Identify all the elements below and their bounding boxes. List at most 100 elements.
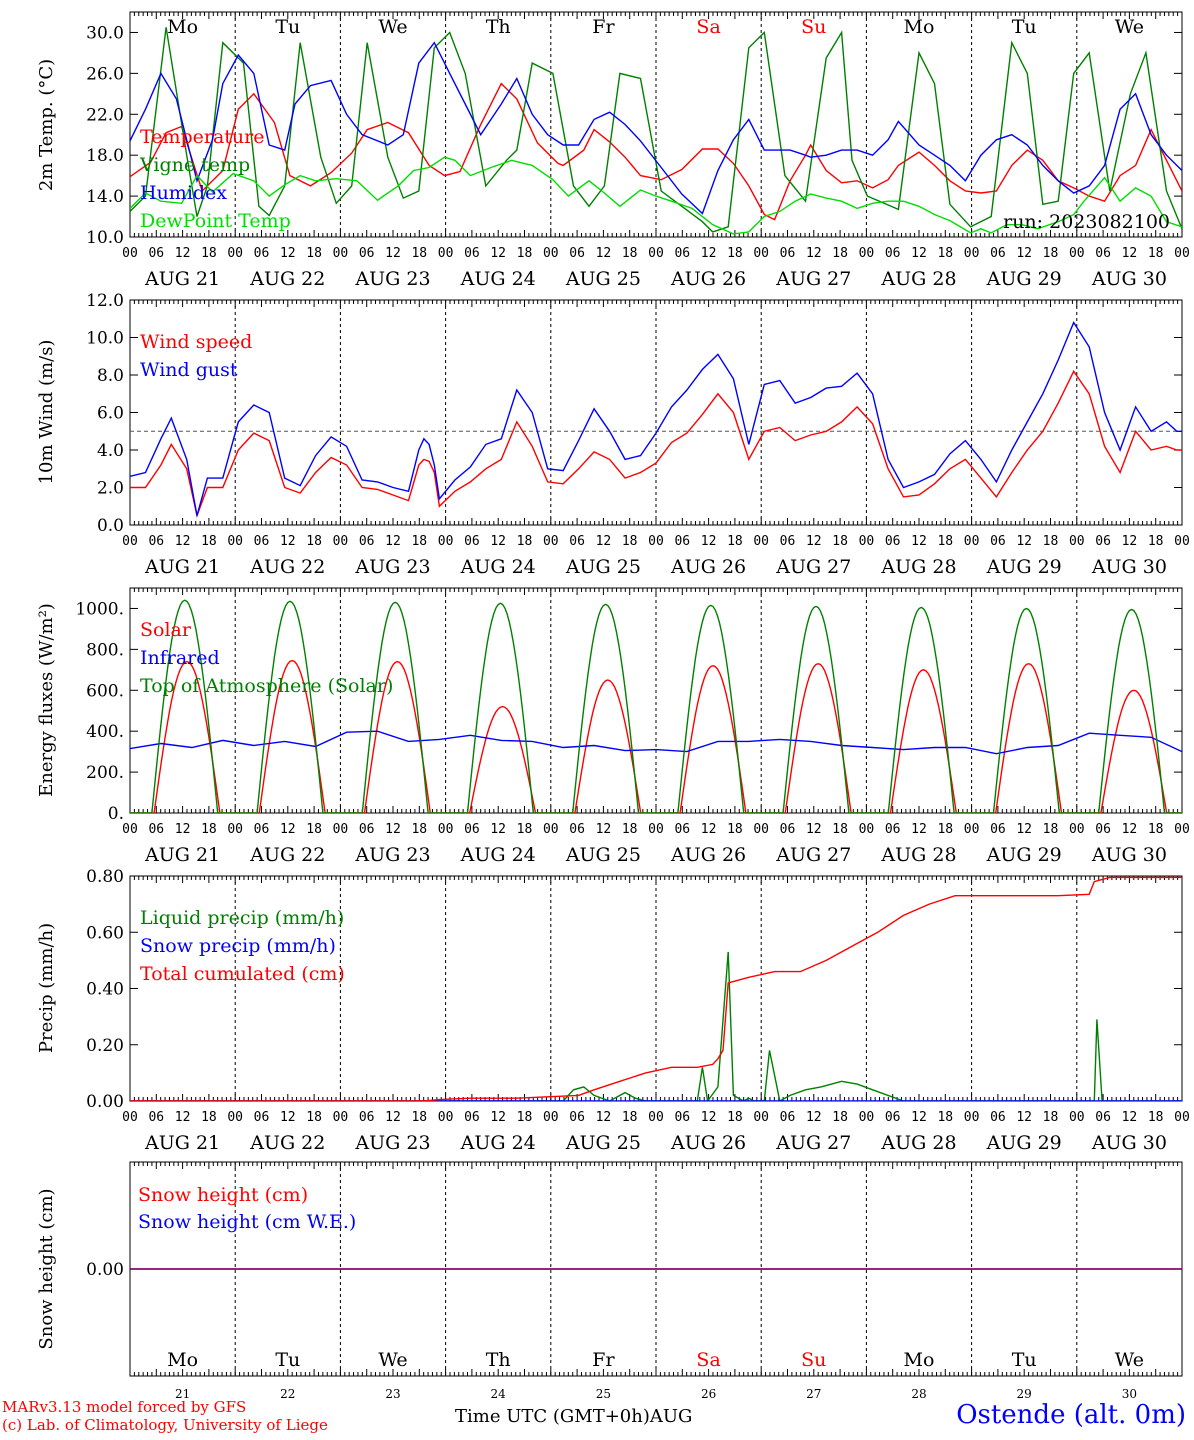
series-line-wind-speed	[130, 369, 1182, 519]
hour-label: 06	[780, 822, 796, 837]
day-name: Th	[486, 16, 511, 38]
hour-label: 00	[1069, 1110, 1085, 1125]
hour-label: 12	[490, 534, 506, 549]
hour-label: 18	[832, 1110, 848, 1125]
hour-label: 06	[990, 534, 1006, 549]
hour-label: 00	[859, 246, 875, 261]
hour-label: 00	[964, 246, 980, 261]
legend-entry: DewPoint Temp	[140, 210, 291, 232]
y-tick-label: 200.	[86, 763, 124, 783]
hour-label: 00	[648, 1110, 664, 1125]
hour-label: 18	[1148, 246, 1164, 261]
hour-label: 06	[254, 1110, 270, 1125]
hour-label: 06	[569, 246, 585, 261]
date-label: AUG 28	[880, 844, 956, 866]
hour-label: 18	[201, 534, 217, 549]
date-label: AUG 24	[460, 844, 536, 866]
y-axis-label: 10m Wind (m/s)	[36, 340, 57, 485]
hour-label: 06	[674, 534, 690, 549]
hour-label: 06	[569, 1110, 585, 1125]
hour-label: 18	[517, 534, 533, 549]
date-label: AUG 28	[880, 556, 956, 578]
hour-label: 12	[490, 1110, 506, 1125]
hour-label: 18	[937, 1110, 953, 1125]
hour-label: 12	[596, 822, 612, 837]
panel-frame	[129, 11, 1183, 238]
hour-label: 12	[490, 822, 506, 837]
date-label: AUG 22	[249, 268, 325, 290]
date-label: AUG 28	[880, 268, 956, 290]
hour-label: 00	[227, 822, 243, 837]
day-name: Tu	[275, 16, 300, 38]
panel-3: 0. 200. 400. 600. 800. 1000. Energy fluxes (W/…	[36, 587, 1190, 866]
hour-label: 06	[359, 1110, 375, 1125]
date-label: AUG 24	[460, 268, 536, 290]
hour-label: 00	[543, 534, 559, 549]
hour-label: 06	[148, 246, 164, 261]
date-label: AUG 23	[354, 556, 430, 578]
hour-label: 18	[306, 1110, 322, 1125]
hour-label: 06	[1095, 1110, 1111, 1125]
day-number: 21	[175, 1387, 190, 1401]
hour-label: 00	[964, 534, 980, 549]
hour-label: 18	[832, 822, 848, 837]
series-line-infrared	[130, 730, 1182, 755]
date-label: AUG 21	[144, 556, 220, 578]
y-tick-label: 10.0	[86, 329, 124, 349]
hour-label: 12	[911, 822, 927, 837]
hour-label: 00	[333, 822, 349, 837]
legend-entry: Top of Atmosphere (Solar)	[140, 675, 393, 697]
date-label: AUG 26	[670, 844, 746, 866]
hour-label: 00	[438, 1110, 454, 1125]
y-tick-label: 4.0	[97, 441, 124, 461]
y-tick-label: 0.	[108, 804, 124, 824]
hour-label: 18	[622, 534, 638, 549]
day-name: Fr	[592, 1349, 615, 1371]
day-name: Tu	[1012, 1349, 1037, 1371]
hour-label: 18	[411, 822, 427, 837]
series-group	[130, 320, 1182, 519]
series-line-total-cumulated-cm-	[130, 876, 1182, 1101]
hour-label: 12	[911, 246, 927, 261]
date-label: AUG 27	[775, 1132, 851, 1154]
hour-label: 06	[148, 1110, 164, 1125]
y-tick-label: 0.80	[86, 867, 124, 887]
hour-label: 06	[1095, 246, 1111, 261]
date-label: AUG 23	[354, 1132, 430, 1154]
hour-label: 18	[937, 822, 953, 837]
hour-label: 06	[148, 822, 164, 837]
hour-label: 00	[1174, 1110, 1190, 1125]
day-number: 29	[1017, 1387, 1032, 1401]
day-number: 22	[280, 1387, 295, 1401]
date-label: AUG 27	[775, 844, 851, 866]
hour-label: 12	[596, 1110, 612, 1125]
hour-label: 18	[622, 822, 638, 837]
day-name: Tu	[1012, 16, 1037, 38]
legend-entry: Wind speed	[140, 331, 252, 353]
hour-label: 18	[727, 534, 743, 549]
hour-label: 00	[964, 1110, 980, 1125]
day-number: 27	[806, 1387, 821, 1401]
legend-entry: Vigne temp	[139, 154, 250, 176]
legend-entry: Snow precip (mm/h)	[140, 935, 336, 957]
hour-label: 12	[806, 822, 822, 837]
day-name: Th	[486, 1349, 511, 1371]
hour-label: 00	[859, 1110, 875, 1125]
hour-label: 00	[1174, 534, 1190, 549]
hour-label: 06	[359, 246, 375, 261]
panel-frame	[129, 299, 1183, 526]
date-label: AUG 30	[1091, 1132, 1167, 1154]
hour-label: 18	[727, 1110, 743, 1125]
date-label: AUG 24	[460, 556, 536, 578]
hour-label: 12	[596, 534, 612, 549]
hour-label: 18	[201, 1110, 217, 1125]
hour-label: 06	[359, 822, 375, 837]
run-label: run: 2023082100	[1003, 211, 1170, 233]
legend-entry: Snow height (cm W.E.)	[138, 1211, 356, 1233]
hour-label: 00	[1069, 822, 1085, 837]
hour-label: 06	[780, 534, 796, 549]
hour-label: 18	[517, 822, 533, 837]
date-label: AUG 23	[354, 844, 430, 866]
date-label: AUG 29	[986, 268, 1062, 290]
series-line-dewpoint-temp	[130, 156, 1182, 235]
